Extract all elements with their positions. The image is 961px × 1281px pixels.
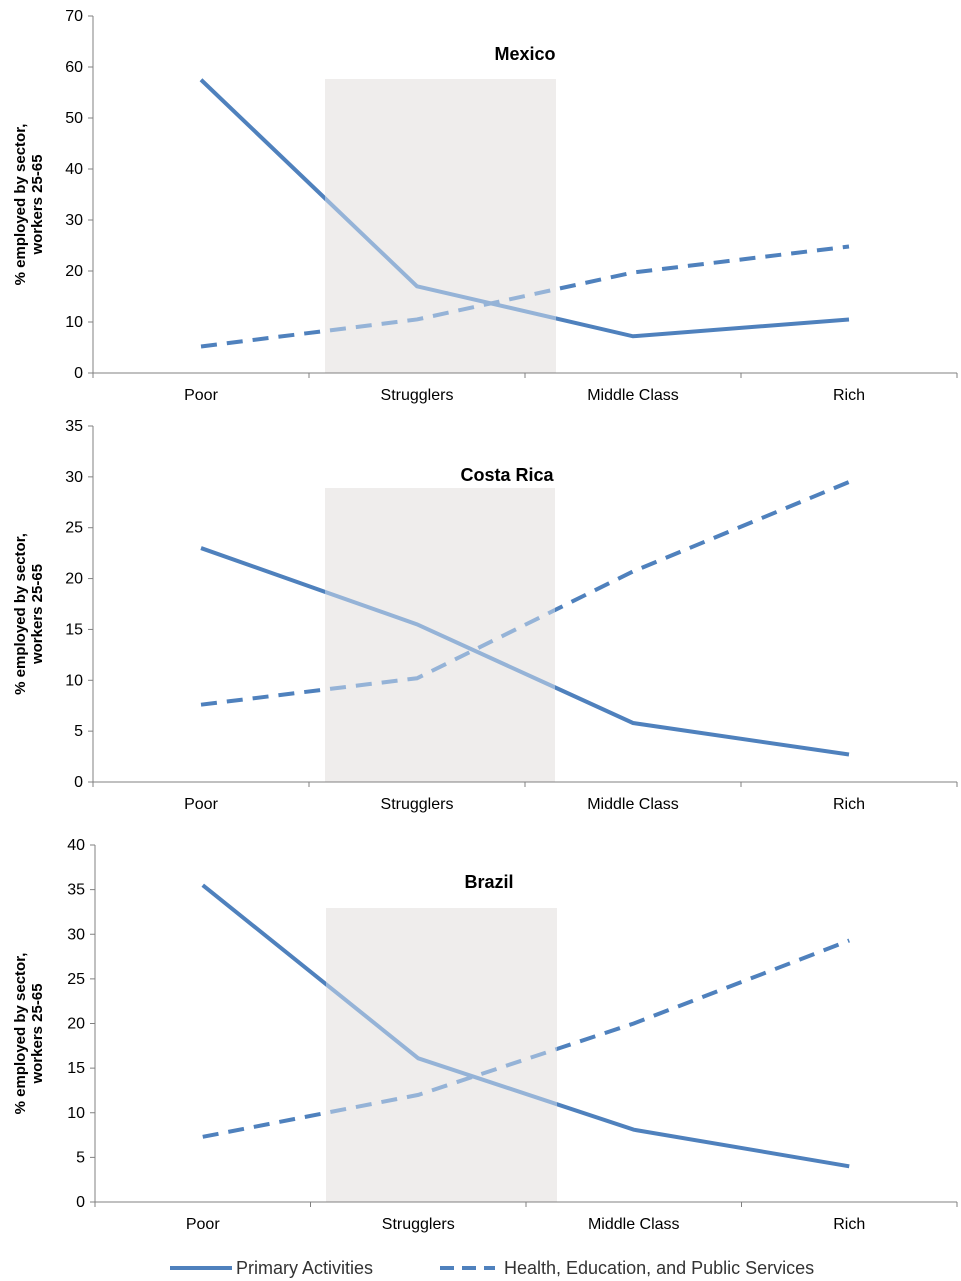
legend-label: Primary Activities — [236, 1258, 373, 1278]
strugglers-shade — [326, 908, 557, 1202]
series-line-shaded — [326, 981, 557, 1107]
y-axis-label-line-2: workers 25-65 — [29, 564, 46, 665]
y-tick-label: 5 — [74, 723, 83, 740]
strugglers-shade — [325, 79, 556, 373]
x-tick-label: Middle Class — [587, 796, 679, 813]
series-health-education-public-services — [202, 938, 850, 1139]
y-axis-label-line-1: % employed by sector, — [12, 953, 29, 1115]
y-tick-label: 15 — [67, 1060, 85, 1077]
chart-panel-1: 0 10 20 30 40 50 60 70 Poor Strugglers Middle Clas… — [12, 8, 958, 404]
x-tick-label: Strugglers — [381, 796, 454, 813]
series-health-education-public-services — [200, 480, 850, 707]
series-primary-activities — [201, 883, 850, 1169]
chart-panel-3: 0 5 10 15 20 25 30 35 40 Poor Strugglers Middle Cla… — [12, 837, 958, 1233]
y-tick-label: 30 — [65, 469, 83, 486]
x-tick-label: Poor — [186, 1216, 220, 1233]
panel-title: Costa Rica — [460, 465, 554, 485]
x-tick-label: Rich — [833, 1216, 865, 1233]
y-tick-label: 10 — [67, 1105, 85, 1122]
chart-panel-2: 0 5 10 15 20 25 30 35 Poor Strugglers Middle Class… — [12, 418, 958, 813]
panel-title: Brazil — [464, 872, 513, 892]
y-tick-label: 70 — [65, 8, 83, 25]
series-line — [200, 244, 850, 349]
x-tick-label: Poor — [184, 796, 218, 813]
y-tick-label: 30 — [65, 212, 83, 229]
x-tick-label: Middle Class — [588, 1216, 680, 1233]
y-axis-label: % employed by sector,workers 25-65 — [12, 953, 46, 1115]
y-tick-label: 10 — [65, 672, 83, 689]
x-tick-label: Strugglers — [381, 387, 454, 404]
x-tick-label: Strugglers — [382, 1216, 455, 1233]
y-tick-label: 35 — [65, 418, 83, 435]
y-tick-label: 50 — [65, 110, 83, 127]
series-line-shaded — [325, 195, 556, 321]
x-tick-label: Rich — [833, 387, 865, 404]
y-tick-label: 40 — [67, 837, 85, 854]
y-tick-label: 0 — [74, 774, 83, 791]
series-health-education-public-services — [200, 244, 850, 349]
y-axis-label-line-1: % employed by sector, — [12, 124, 29, 286]
y-tick-label: 35 — [67, 882, 85, 899]
y-axis-label-line-1: % employed by sector, — [12, 533, 29, 695]
x-tick-label: Middle Class — [587, 387, 679, 404]
y-tick-label: 60 — [65, 59, 83, 76]
series-line-shaded — [325, 589, 555, 690]
legend-label: Health, Education, and Public Services — [504, 1258, 814, 1278]
y-tick-label: 0 — [76, 1194, 85, 1211]
y-tick-label: 25 — [67, 971, 85, 988]
y-tick-label: 40 — [65, 161, 83, 178]
y-tick-label: 25 — [65, 520, 83, 537]
y-tick-label: 5 — [76, 1149, 85, 1166]
x-tick-label: Poor — [184, 387, 218, 404]
legend: Primary Activities Health, Education, and… — [170, 1258, 814, 1278]
y-axis-label: % employed by sector,workers 25-65 — [12, 533, 46, 695]
y-tick-label: 30 — [67, 926, 85, 943]
series-primary-activities — [199, 78, 850, 339]
x-tick-label: Rich — [833, 796, 865, 813]
series-line-shaded — [325, 607, 555, 692]
y-tick-label: 10 — [65, 314, 83, 331]
y-axis-label-line-2: workers 25-65 — [29, 154, 46, 255]
panel-title: Mexico — [494, 44, 555, 64]
y-tick-label: 20 — [65, 571, 83, 588]
y-tick-label: 20 — [67, 1016, 85, 1033]
y-axis-label: % employed by sector,workers 25-65 — [12, 124, 46, 286]
y-tick-label: 20 — [65, 263, 83, 280]
y-tick-label: 15 — [65, 621, 83, 638]
series-line — [202, 938, 850, 1139]
series-primary-activities — [200, 546, 850, 757]
y-tick-label: 0 — [74, 365, 83, 382]
y-axis-label-line-2: workers 25-65 — [29, 983, 46, 1084]
